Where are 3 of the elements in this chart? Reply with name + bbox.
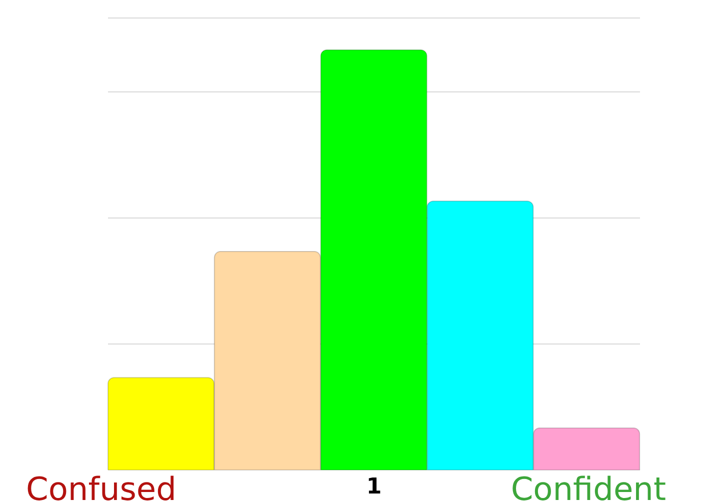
annotation: Confident [510,470,666,504]
x-tick-label: 1 [366,474,382,500]
annotation: Confused [26,470,176,504]
